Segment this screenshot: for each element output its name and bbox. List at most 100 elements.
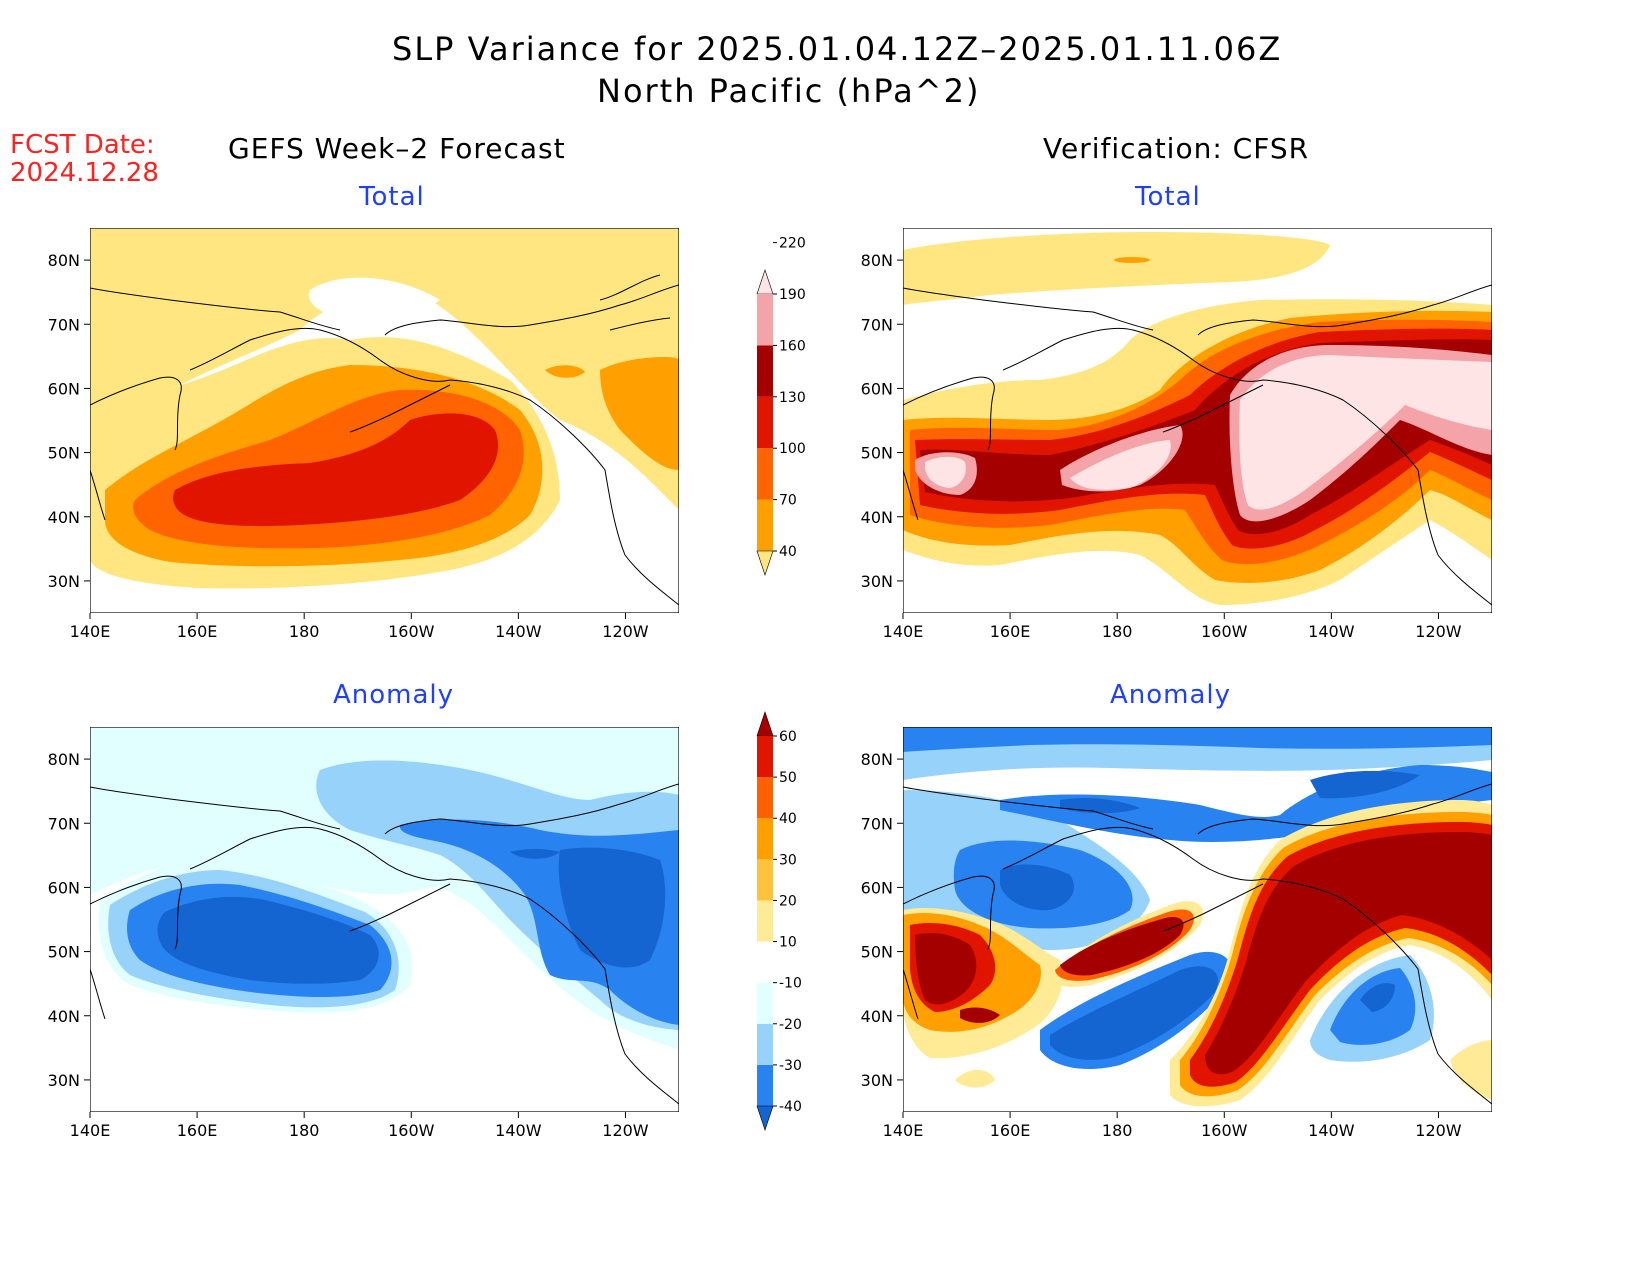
shade-40 [903,232,1330,305]
lat-tick-label: 70N [48,315,80,334]
lat-tick-label: 80N [48,251,80,270]
colorbar-swatch [757,859,773,901]
colorbar-swatch [757,1064,773,1106]
lon-tick-label: 160E [177,622,218,641]
colorbar-label: 130 [779,390,806,406]
shade-70 [600,357,679,470]
fcst-date-value: 2024.12.28 [10,158,159,188]
lon-tick-label: 160E [177,1121,218,1140]
colorbar-label: 40 [779,811,797,827]
lat-tick-label: 80N [861,750,893,769]
lat-tick-label: 40N [861,508,893,527]
lat-tick-label: 30N [861,572,893,591]
shade-130 [173,413,499,527]
colorbar-label: -40 [779,1099,802,1115]
colorbar-swatch [757,818,773,860]
lat-tick-label: 70N [861,814,893,833]
lat-tick-label: 60N [861,379,893,398]
lat-tick-label: 70N [48,814,80,833]
colorbar-label: 100 [779,441,806,457]
right-column-title: Verification: CFSR [1043,132,1310,165]
colorbar-label: 160 [779,338,806,354]
lat-tick-label: 80N [48,750,80,769]
lon-tick-label: 140E [883,622,924,641]
lat-tick-label: 60N [48,379,80,398]
lon-tick-label: 120W [602,622,649,641]
lat-tick-label: 50N [48,444,80,463]
lon-tick-label: 180 [289,1121,320,1140]
panel-title-verification-total: Total [1135,182,1201,212]
map-forecast-anomaly [90,727,679,1112]
lon-tick-label: 160W [1201,622,1248,641]
left-column-title: GEFS Week–2 Forecast [228,132,566,165]
colorbar-arrow-bottom [756,1105,774,1131]
lat-tick-label: 30N [861,1071,893,1090]
colorbar-label: 50 [779,770,797,786]
colorbar-swatch [757,448,773,500]
lon-tick-label: 180 [1102,622,1133,641]
colorbar-anomaly: -40 -30 -20 -10 10 20 30 40 50 60 [756,711,802,1131]
axes-layer: 140E 160E 180 160W 140W 120W 80N 70N 60N 50N 40N 30… [48,251,1462,1140]
coastlines-verification-anomaly [903,783,1492,1105]
colorbar-arrow-bottom [756,550,774,576]
shade-40 [90,228,679,510]
coastlines-verification-total [903,284,1492,606]
colorbar-label: 60 [779,729,797,745]
lat-tick-label: 60N [861,878,893,897]
colorbar-label: -30 [779,1058,802,1074]
colorbar-swatch [757,294,773,346]
shade-minus40 [157,896,379,984]
lon-tick-label: 160E [990,622,1031,641]
lon-tick-label: 160W [388,622,435,641]
colorbar-label: 20 [779,893,797,909]
colorbar-swatch [757,736,773,778]
panel-title-forecast-total: Total [359,182,425,212]
lon-tick-label: 140E [70,622,111,641]
colorbar-label: 190 [779,287,806,303]
colorbar-swatch [757,900,773,942]
colorbar-label: 220 [779,236,806,252]
lon-tick-label: 180 [289,622,320,641]
lat-tick-label: 70N [861,315,893,334]
coastlines-forecast-anomaly [90,783,679,1105]
colorbar-label: 40 [779,544,797,560]
colorbar-arrow-top [756,711,774,737]
colorbar-label: 10 [779,935,797,951]
lat-tick-label: 50N [861,444,893,463]
map-verification-total [903,228,1492,613]
shade-60 [915,933,977,1005]
lon-tick-label: 120W [1415,622,1462,641]
lat-tick-label: 40N [48,1007,80,1026]
main-title-line1: SLP Variance for 2025.01.04.12Z–2025.01.… [392,30,1283,68]
colorbar-label: 70 [779,493,797,509]
colorbar-label: 30 [779,852,797,868]
lon-tick-label: 140W [495,622,542,641]
lon-tick-label: 160E [990,1121,1031,1140]
colorbar-swatch [757,982,773,1024]
colorbar-swatch [757,499,773,551]
lat-tick-label: 40N [48,508,80,527]
lon-tick-label: 140E [883,1121,924,1140]
colorbar-arrow-top [756,269,774,295]
shade-minus40 [1000,864,1074,911]
lon-tick-label: 120W [1415,1121,1462,1140]
lat-tick-label: 60N [48,878,80,897]
colorbar-label: -10 [779,976,802,992]
main-title-line2: North Pacific (hPa^2) [597,72,981,110]
colorbar-swatch [757,396,773,449]
lat-tick-label: 30N [48,572,80,591]
panel-title-forecast-anomaly: Anomaly [333,680,455,710]
lon-tick-label: 140E [70,1121,111,1140]
map-forecast-total [90,228,679,613]
lon-tick-label: 140W [1308,1121,1355,1140]
fcst-date-label: FCST Date: [10,130,155,160]
colorbar-swatch [757,1023,773,1065]
colorbar-total: 40 70 100 130 160 190 220 [756,236,806,576]
panel-title-verification-anomaly: Anomaly [1110,680,1232,710]
lon-tick-label: 180 [1102,1121,1133,1140]
lon-tick-label: 120W [602,1121,649,1140]
colorbar-label: -20 [779,1017,802,1033]
coastlines-forecast-total [90,274,679,606]
lon-tick-label: 160W [388,1121,435,1140]
